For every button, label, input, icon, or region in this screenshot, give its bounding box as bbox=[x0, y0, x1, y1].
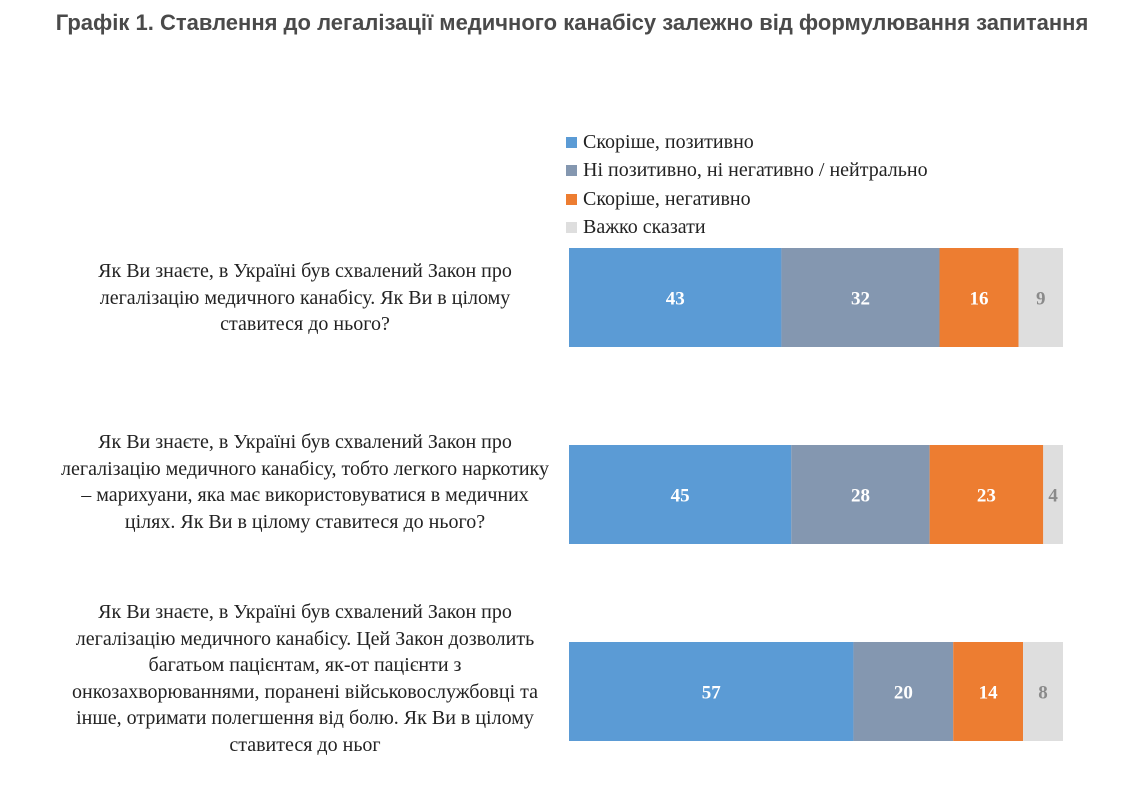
bar-neutral-row-3 bbox=[853, 642, 954, 741]
data-label-positive-row-1: 43 bbox=[666, 289, 685, 310]
legend-item-neutral: Ні позитивно, ні негативно / нейтрально bbox=[566, 157, 928, 186]
chart-title: Графік 1. Ставлення до легалізації медич… bbox=[55, 10, 1089, 35]
bar-positive-row-3 bbox=[569, 642, 854, 741]
data-label-hard-to-say-row-1: 9 bbox=[1036, 289, 1046, 310]
data-label-negative-row-3: 14 bbox=[979, 683, 999, 704]
bar-neutral-row-2 bbox=[791, 445, 930, 544]
legend-item-negative: Скоріше, негативно bbox=[566, 185, 928, 214]
legend-label-positive: Скоріше, позитивно bbox=[583, 130, 754, 153]
legend-swatch-negative bbox=[566, 193, 577, 205]
category-label-1: Як Ви знаєте, в Україні був схвалений За… bbox=[98, 260, 512, 335]
bar-negative-row-1 bbox=[939, 248, 1019, 347]
bar-negative-row-3 bbox=[953, 642, 1024, 741]
legend-item-hard-to-say: Важко сказати bbox=[566, 214, 928, 243]
data-label-hard-to-say-row-2: 4 bbox=[1048, 486, 1058, 507]
data-label-negative-row-2: 23 bbox=[977, 486, 996, 507]
data-label-neutral-row-2: 28 bbox=[851, 486, 870, 507]
bar-hard-to-say-row-2 bbox=[1043, 445, 1063, 544]
legend-label-hard-to-say: Важко сказати bbox=[583, 216, 706, 239]
legend-swatch-hard-to-say bbox=[566, 222, 577, 234]
data-label-neutral-row-3: 20 bbox=[894, 683, 913, 704]
bar-positive-row-2 bbox=[569, 445, 792, 544]
data-label-hard-to-say-row-3: 8 bbox=[1038, 683, 1048, 704]
data-label-positive-row-2: 45 bbox=[671, 486, 690, 507]
category-label-3: Як Ви знаєте, в Україні був схвалений За… bbox=[72, 601, 538, 756]
bar-neutral-row-1 bbox=[781, 248, 940, 347]
legend-swatch-positive bbox=[566, 136, 577, 148]
bar-positive-row-1 bbox=[569, 248, 782, 347]
legend-swatch-neutral bbox=[566, 165, 577, 177]
legend: Скоріше, позитивно Ні позитивно, ні нега… bbox=[566, 128, 928, 242]
bar-hard-to-say-row-3 bbox=[1023, 642, 1063, 741]
data-label-neutral-row-1: 32 bbox=[851, 289, 870, 310]
data-label-positive-row-3: 57 bbox=[702, 683, 722, 704]
bar-hard-to-say-row-1 bbox=[1018, 248, 1063, 347]
data-label-negative-row-1: 16 bbox=[970, 289, 989, 310]
legend-item-positive: Скоріше, позитивно bbox=[566, 128, 928, 157]
legend-label-neutral: Ні позитивно, ні негативно / нейтрально bbox=[583, 159, 928, 182]
bar-negative-row-2 bbox=[929, 445, 1044, 544]
legend-label-negative: Скоріше, негативно bbox=[583, 187, 751, 210]
category-label-2: Як Ви знаєте, в Україні був схвалений За… bbox=[61, 431, 549, 533]
